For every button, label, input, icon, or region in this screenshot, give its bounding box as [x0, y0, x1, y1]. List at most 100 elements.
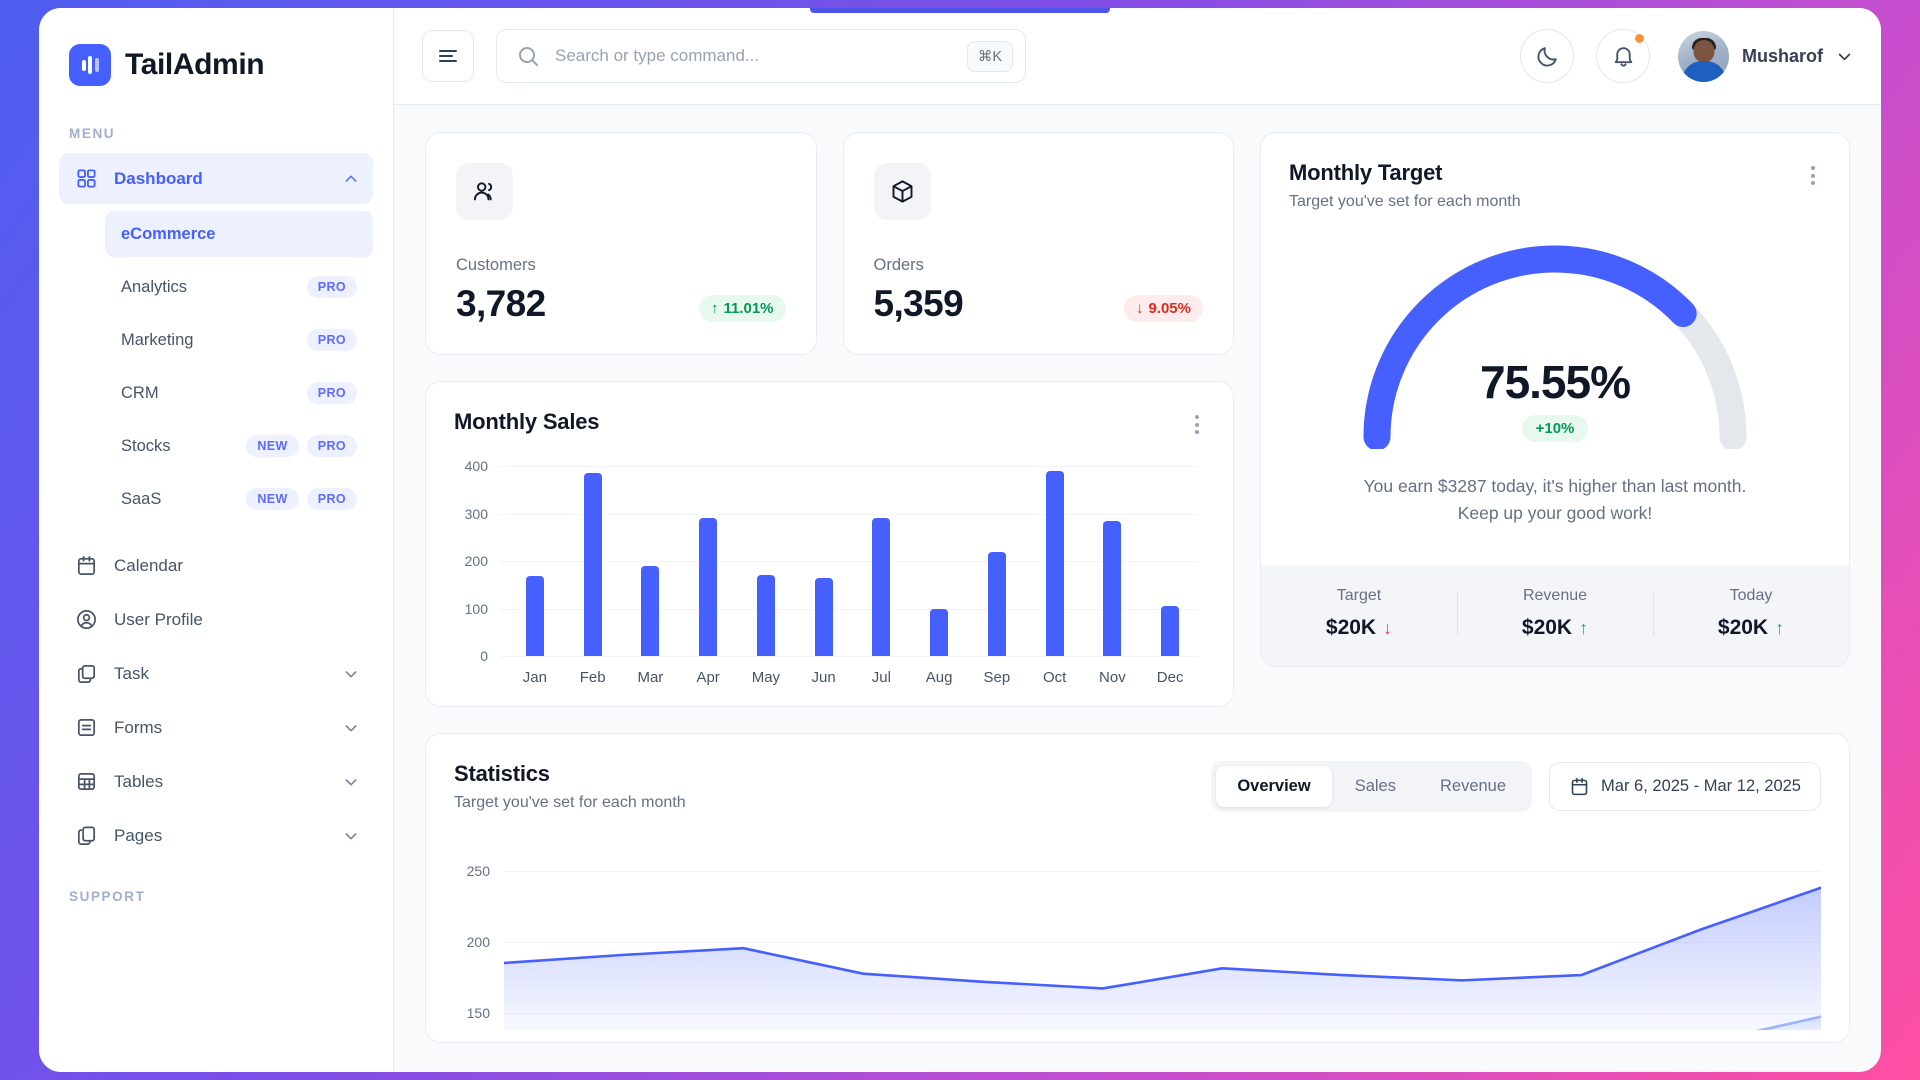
sidebar-item-forms[interactable]: Forms [59, 702, 373, 753]
sidebar-item-user-profile[interactable]: User Profile [59, 594, 373, 645]
submenu-label: SaaS [121, 489, 162, 508]
statistics-card: Statistics Target you've set for each mo… [425, 733, 1850, 1043]
kebab-menu-icon[interactable] [1805, 160, 1821, 191]
topbar: ⌘K Musharof [394, 8, 1881, 105]
stat-value-wrap: $20K ↓ [1326, 616, 1392, 640]
bar-cell [564, 466, 622, 656]
bar[interactable] [1103, 520, 1122, 656]
tab-revenue[interactable]: Revenue [1439, 777, 1507, 795]
bar-cell [506, 466, 564, 656]
bar[interactable] [987, 551, 1006, 656]
bar[interactable] [699, 518, 718, 656]
metric-cards-row: Customers 3,782 ↑ 11.01% [425, 132, 1234, 355]
sidebar-item-analytics[interactable]: Analytics PRO [105, 264, 373, 310]
stat-revenue: Revenue $20K ↑ [1457, 587, 1653, 640]
date-range-picker[interactable]: Mar 6, 2025 - Mar 12, 2025 [1549, 762, 1821, 811]
metric-label: Orders [873, 256, 924, 274]
badge-group: PRO [306, 329, 357, 351]
x-axis-tick: Jun [811, 669, 836, 686]
submenu-label: Marketing [121, 330, 194, 349]
bar[interactable] [930, 608, 949, 656]
tab-overview[interactable]: Overview [1216, 766, 1332, 807]
notification-button[interactable] [1596, 29, 1650, 83]
sidebar-item-stocks[interactable]: Stocks NEW PRO [105, 423, 373, 469]
metric-value: 5,359 [873, 283, 964, 324]
bar[interactable] [641, 565, 660, 656]
area-chart-svg [504, 842, 1821, 1031]
submenu-label: CRM [121, 383, 159, 402]
monthly-target-gauge: 75.55% +10% [1289, 237, 1821, 449]
sidebar: TailAdmin MENU Dashboard eCommerce Analy… [39, 8, 394, 1072]
moon-icon [1537, 46, 1557, 66]
bar-chart-x-labels: Jan Feb Mar Apr May Jun Jul Aug Sep Oct Nov Dec [506, 669, 1205, 686]
grid-line [504, 942, 1821, 943]
sidebar-item-calendar[interactable]: Calendar [59, 540, 373, 591]
bar-cell [1141, 466, 1199, 656]
theme-toggle-button[interactable] [1520, 29, 1574, 83]
pro-badge: PRO [306, 382, 357, 404]
sidebar-item-tables[interactable]: Tables [59, 756, 373, 807]
badge-group: PRO [306, 276, 357, 298]
sidebar-toggle-button[interactable] [422, 30, 474, 82]
box-icon [873, 163, 931, 220]
calendar-icon [73, 553, 99, 579]
bar-cell [853, 466, 911, 656]
pro-badge: PRO [306, 276, 357, 298]
x-axis-tick: Feb [579, 669, 606, 686]
monthly-target-note: You earn $3287 today, it's higher than l… [1289, 447, 1821, 565]
grid-line [500, 466, 1199, 467]
status-badge: ↓ 9.05% [1123, 295, 1203, 322]
pro-badge: PRO [306, 435, 357, 457]
grid-line [500, 513, 1199, 515]
sidebar-item-ecommerce[interactable]: eCommerce [105, 211, 373, 257]
chevron-down-icon [1838, 53, 1851, 60]
bar[interactable] [525, 576, 544, 656]
pro-badge: PRO [306, 329, 357, 351]
status-badge: ↑ 11.01% [698, 295, 786, 322]
y-axis-tick: 200 [464, 553, 488, 569]
menu-section-label: MENU [69, 126, 116, 141]
sidebar-item-task[interactable]: Task [59, 648, 373, 699]
bar[interactable] [1045, 470, 1064, 656]
tab-sales[interactable]: Sales [1354, 777, 1396, 795]
new-badge: NEW [246, 488, 299, 510]
y-axis-tick: 0 [480, 648, 488, 664]
search-input[interactable] [496, 29, 1026, 83]
stat-value: $20K [1717, 616, 1769, 640]
gauge-change-badge: +10% [1289, 415, 1821, 442]
date-range-value: Mar 6, 2025 - Mar 12, 2025 [1601, 777, 1801, 795]
chevron-down-icon [345, 778, 357, 785]
user-menu[interactable]: Musharof [1678, 30, 1853, 82]
submenu-label: eCommerce [121, 224, 216, 243]
bar[interactable] [872, 518, 891, 656]
monthly-target-card: Monthly Target Target you've set for eac… [1260, 132, 1850, 566]
page-title: Monthly Target [1289, 160, 1443, 185]
sidebar-item-pages[interactable]: Pages [59, 810, 373, 861]
brand-logo[interactable]: TailAdmin [59, 8, 373, 86]
bar[interactable] [756, 575, 775, 656]
metric-change: 11.01% [723, 300, 774, 317]
bar[interactable] [583, 473, 602, 656]
statistics-controls: Overview Sales Revenue Mar 6, 2025 - Mar… [1211, 761, 1821, 812]
chevron-down-icon [345, 724, 357, 731]
kebab-menu-icon[interactable] [1189, 409, 1205, 440]
chevron-down-icon [345, 832, 357, 839]
sidebar-item-marketing[interactable]: Marketing PRO [105, 317, 373, 363]
y-axis-tick: 200 [466, 934, 490, 950]
sidebar-item-label: Calendar [114, 555, 183, 575]
y-axis-tick: 150 [466, 1005, 490, 1022]
sidebar-item-saas[interactable]: SaaS NEW PRO [105, 476, 373, 522]
stat-value: $20K [1521, 616, 1573, 640]
sidebar-item-dashboard[interactable]: Dashboard [59, 153, 373, 204]
x-axis-tick: Mar [637, 669, 664, 686]
x-axis-tick: Apr [696, 669, 720, 686]
gauge-svg [1363, 245, 1747, 449]
sidebar-item-crm[interactable]: CRM PRO [105, 370, 373, 416]
bar[interactable] [814, 577, 833, 656]
stat-value-wrap: $20K ↑ [1718, 616, 1784, 640]
x-axis-tick: Oct [1042, 669, 1067, 686]
bar[interactable] [1161, 606, 1180, 656]
grid-line [500, 656, 1199, 657]
sidebar-item-label: Pages [114, 825, 163, 845]
new-badge: NEW [246, 435, 299, 457]
